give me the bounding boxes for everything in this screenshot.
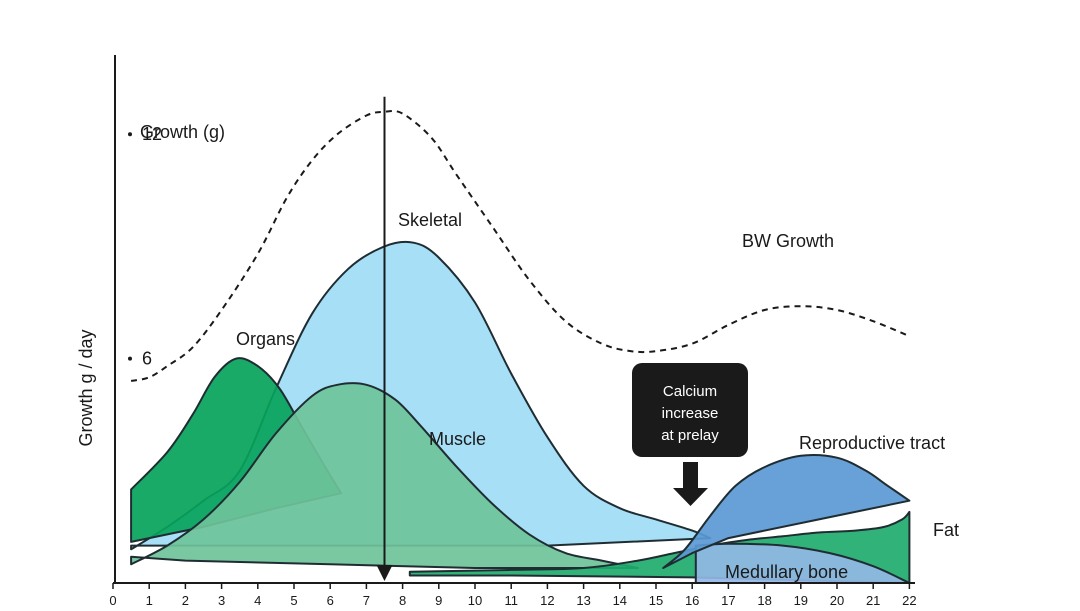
x-tick-label: 19 <box>794 593 808 606</box>
callout-line-1: Calcium <box>663 383 717 400</box>
x-tick-label: 16 <box>685 593 699 606</box>
label-medullary-bone: Medullary bone <box>725 562 848 582</box>
y-axis-label: Growth g / day <box>76 329 96 446</box>
series-medullary-bone <box>694 542 911 584</box>
y-tick-dot <box>128 132 132 137</box>
label-skeletal: Skeletal <box>398 210 462 230</box>
axis-layer <box>113 55 915 584</box>
x-tick-label: 5 <box>290 593 297 606</box>
x-tick-label: 2 <box>182 593 189 606</box>
label-bw-growth: BW Growth <box>742 231 834 251</box>
series-reproductive-tract <box>662 454 911 569</box>
label-organs: Organs <box>236 329 295 349</box>
x-tick-label: 8 <box>399 593 406 606</box>
calcium-callout: Calcium increase at prelay <box>632 363 748 506</box>
label-muscle: Muscle <box>429 429 486 449</box>
label-fat: Fat <box>933 520 959 540</box>
y-tick-label: 6 <box>142 349 152 369</box>
x-tick-label: 4 <box>254 593 261 606</box>
marker-layer <box>376 96 393 581</box>
x-tick-label: 17 <box>721 593 735 606</box>
label-reproductive-tract: Reproductive tract <box>799 433 945 453</box>
x-tick-label: 21 <box>866 593 880 606</box>
x-tick-label: 22 <box>902 593 916 606</box>
callout-line-3: at prelay <box>661 427 719 444</box>
x-tick-label: 14 <box>613 593 627 606</box>
vertical-marker-arrowhead-icon <box>376 565 393 581</box>
x-tick-label: 13 <box>576 593 590 606</box>
x-tick-label: 15 <box>649 593 663 606</box>
x-tick-label: 6 <box>327 593 334 606</box>
series-bw-growth <box>130 109 910 382</box>
x-tick-label: 18 <box>757 593 771 606</box>
x-tick-label: 11 <box>504 593 518 606</box>
callout-box <box>632 363 748 457</box>
callout-down-arrow-icon <box>673 462 708 506</box>
y-tick-dot <box>128 356 132 361</box>
x-tick-label: 1 <box>146 593 153 606</box>
x-tick-label: 9 <box>435 593 442 606</box>
x-tick-label: 12 <box>540 593 554 606</box>
callout-line-2: increase <box>662 405 719 422</box>
x-tick-label: 0 <box>109 593 116 606</box>
x-tick-label: 20 <box>830 593 844 606</box>
x-tick-label: 10 <box>468 593 482 606</box>
x-tick-label: 7 <box>363 593 370 606</box>
x-tick-label: 3 <box>218 593 225 606</box>
y-tick-label: 12 <box>142 124 162 144</box>
growth-g-note: Growth (g) <box>140 122 225 142</box>
